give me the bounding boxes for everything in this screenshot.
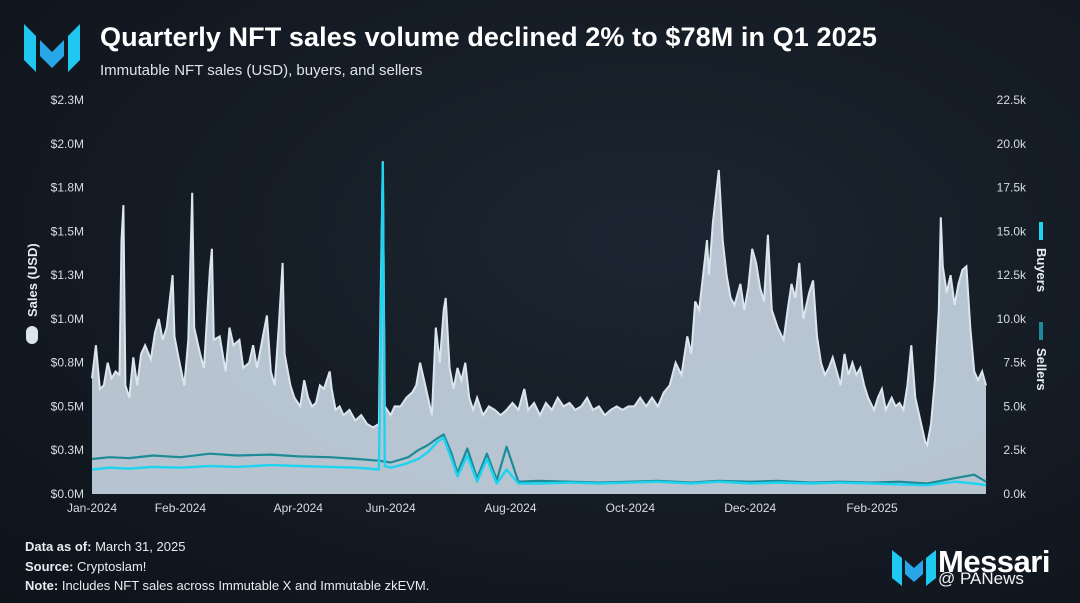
x-tick-label: Apr-2024 — [274, 501, 324, 515]
legend-sales: Sales (USD) — [25, 243, 40, 344]
y-tick-label: $0.0M — [51, 487, 84, 501]
y-tick-label: $1.3M — [51, 268, 84, 282]
y2-tick-label: 17.5k — [997, 181, 1027, 195]
chart-title: Quarterly NFT sales volume declined 2% t… — [100, 22, 877, 52]
y2-tick-label: 0.0k — [1003, 487, 1027, 501]
y2-tick-label: 15.0k — [997, 224, 1027, 238]
legend-sales-swatch — [26, 326, 38, 344]
legend-sellers-label: Sellers — [1034, 348, 1049, 391]
chart-subtitle: Immutable NFT sales (USD), buyers, and s… — [100, 62, 423, 79]
immutable-logo-icon — [24, 24, 80, 72]
legend-sellers: Sellers — [1034, 322, 1049, 391]
y2-tick-label: 10.0k — [997, 312, 1027, 326]
y2-tick-label: 5.0k — [1003, 399, 1027, 413]
y-tick-label: $0.3M — [51, 443, 84, 457]
y-tick-label: $0.8M — [51, 356, 84, 370]
x-tick-label: Jun-2024 — [366, 501, 416, 515]
x-tick-label: Jan-2024 — [67, 501, 117, 515]
legend-sellers-swatch — [1039, 322, 1043, 340]
y-tick-label: $1.0M — [51, 312, 84, 326]
y-tick-label: $2.3M — [51, 93, 84, 107]
legend-sales-label: Sales (USD) — [25, 243, 40, 317]
buyers-line — [91, 161, 987, 487]
legend-buyers-swatch — [1039, 222, 1043, 240]
brand-name: Messari — [938, 544, 1050, 579]
chart-notes: Data as of: March 31, 2025 Source: Crypt… — [25, 537, 429, 596]
y-tick-label: $1.5M — [51, 224, 84, 238]
sales-area — [92, 161, 986, 495]
x-tick-label: Feb-2025 — [846, 501, 898, 515]
legend-buyers-label: Buyers — [1034, 248, 1049, 292]
watermark: @ PANews — [938, 569, 1024, 588]
data-as-of: Data as of: March 31, 2025 — [25, 539, 186, 554]
legend-buyers: Buyers — [1034, 222, 1049, 292]
y-tick-label: $1.8M — [51, 181, 84, 195]
note: Note: Includes NFT sales across Immutabl… — [25, 578, 430, 593]
x-tick-label: Oct-2024 — [606, 501, 656, 515]
sales-line — [91, 161, 987, 448]
y2-tick-label: 12.5k — [997, 268, 1027, 282]
y2-tick-label: 22.5k — [997, 93, 1027, 107]
y2-tick-label: 20.0k — [997, 137, 1027, 151]
y2-tick-label: 2.5k — [1003, 443, 1027, 457]
x-tick-label: Feb-2024 — [155, 501, 207, 515]
x-tick-label: Dec-2024 — [724, 501, 776, 515]
y2-tick-label: 7.5k — [1003, 356, 1027, 370]
y-tick-label: $2.0M — [51, 137, 84, 151]
x-tick-label: Aug-2024 — [484, 501, 536, 515]
y-tick-label: $0.5M — [51, 399, 84, 413]
chart: $0.0M $0.3M $0.5M $0.8M $1.0M $1.3M $1.5M $1.8M… — [25, 93, 1049, 515]
messari-logo-icon — [892, 550, 936, 586]
source: Source: Cryptoslam! — [25, 558, 147, 574]
